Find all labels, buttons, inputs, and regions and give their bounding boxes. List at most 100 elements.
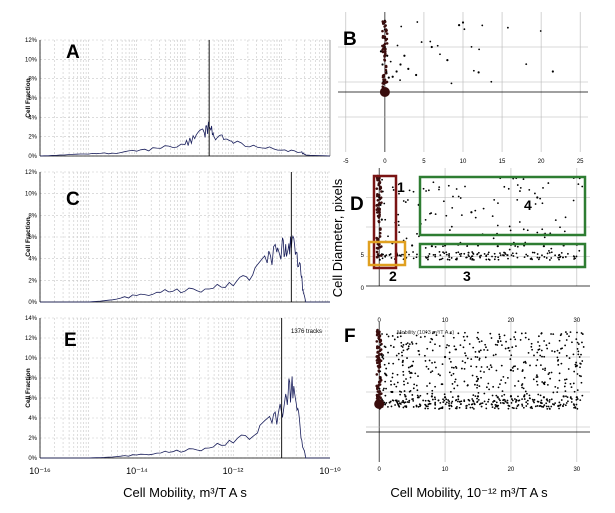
data-point — [394, 399, 397, 402]
data-point — [380, 201, 383, 204]
data-point — [391, 186, 394, 189]
data-point — [554, 385, 557, 388]
data-point — [451, 383, 454, 385]
y-tick-label: 14% — [25, 316, 38, 322]
data-point — [403, 393, 406, 396]
data-point — [512, 370, 515, 372]
region-4-box — [418, 175, 587, 237]
data-point — [493, 399, 495, 402]
data-point — [546, 252, 549, 255]
y-tick-label: 2% — [28, 135, 37, 141]
data-point — [428, 402, 431, 405]
data-point — [471, 403, 474, 406]
data-point — [564, 382, 567, 385]
data-point — [506, 376, 509, 379]
data-point — [406, 199, 409, 201]
histogram-panel-a: A Cell Fraction 0% 2% 4% 6% 8% 10% 12% — [25, 38, 331, 160]
scatter-panel-d: D 5 0 1 2 3 4 0 10 20 30 — [350, 168, 590, 324]
data-point — [402, 200, 405, 202]
data-point — [380, 354, 383, 357]
x-tick-1e-14: 10⁻¹⁴ — [126, 466, 148, 476]
data-point — [428, 382, 431, 385]
data-point — [470, 45, 473, 48]
data-point — [408, 370, 411, 373]
data-point — [458, 253, 461, 256]
data-point — [379, 378, 383, 382]
data-point — [454, 378, 457, 381]
data-point — [402, 399, 404, 402]
x-tick-label: 0 — [378, 467, 382, 473]
data-point — [399, 393, 402, 396]
data-point — [391, 335, 394, 337]
data-point — [472, 346, 475, 349]
data-point — [378, 210, 381, 214]
data-point — [466, 357, 469, 360]
data-point — [543, 340, 546, 342]
data-point — [427, 368, 430, 370]
data-point — [530, 345, 533, 348]
data-point — [550, 333, 552, 335]
data-point — [545, 405, 548, 408]
data-point — [487, 253, 489, 256]
data-point — [541, 202, 544, 205]
data-point — [402, 374, 405, 376]
data-point — [463, 339, 466, 342]
region-3-box — [418, 242, 587, 269]
data-point — [443, 393, 446, 396]
scatter-d-ytick-5: 5 — [361, 253, 365, 259]
data-point — [499, 383, 501, 386]
data-point — [385, 32, 389, 35]
scatter-xlabel: Cell Mobility, 10⁻¹² m³/T A s — [390, 485, 548, 500]
data-point — [562, 256, 564, 259]
data-point — [492, 237, 495, 240]
data-point — [581, 333, 584, 335]
data-point — [426, 392, 429, 395]
data-point — [518, 399, 521, 402]
data-point — [424, 399, 427, 402]
data-point — [516, 198, 519, 201]
data-point — [381, 44, 384, 48]
data-point — [384, 346, 387, 349]
data-point — [403, 332, 406, 334]
data-point — [376, 387, 379, 390]
data-point — [427, 189, 430, 192]
data-point — [382, 389, 385, 392]
data-point — [554, 254, 557, 257]
data-point — [382, 354, 385, 357]
data-point — [439, 401, 442, 404]
data-point — [448, 344, 450, 347]
data-point — [494, 343, 497, 346]
data-point — [397, 352, 400, 355]
data-point — [483, 400, 486, 403]
data-point — [379, 227, 382, 230]
histogram-panel-e: E 1376 tracks Cell Fraction 0% 2% 4% 6% 8% 10… — [25, 316, 330, 462]
data-point — [450, 404, 453, 407]
data-point — [575, 403, 578, 406]
data-point — [411, 364, 414, 367]
data-point — [474, 216, 477, 219]
data-point — [384, 403, 387, 406]
data-point — [429, 371, 432, 374]
data-point — [536, 256, 539, 259]
data-point — [496, 245, 499, 248]
data-point — [478, 357, 481, 360]
data-point — [384, 50, 387, 54]
data-point — [562, 405, 564, 408]
data-point — [528, 394, 531, 397]
region-1-label: 1 — [397, 179, 405, 195]
data-point — [552, 391, 555, 394]
histogram-c-ylabel: Cell Fraction — [25, 217, 32, 256]
data-point — [505, 340, 507, 343]
data-point — [437, 373, 440, 376]
data-point — [482, 207, 485, 210]
data-point — [427, 407, 429, 410]
data-point — [448, 402, 450, 405]
y-tick-label: 8% — [28, 77, 37, 83]
data-point — [431, 389, 434, 392]
data-point — [460, 214, 463, 216]
data-point — [433, 331, 436, 334]
data-point — [569, 382, 572, 385]
data-point — [504, 381, 507, 384]
data-point — [557, 363, 560, 366]
data-point — [510, 394, 512, 397]
